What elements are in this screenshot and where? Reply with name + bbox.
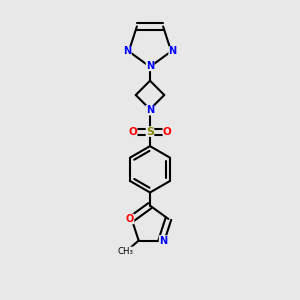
Text: O: O <box>128 127 137 136</box>
Text: O: O <box>163 127 172 136</box>
Text: N: N <box>146 105 154 115</box>
Text: N: N <box>159 236 167 245</box>
Text: CH₃: CH₃ <box>118 247 134 256</box>
Text: N: N <box>146 61 154 71</box>
Text: N: N <box>169 46 177 56</box>
Text: S: S <box>146 127 154 136</box>
Text: O: O <box>126 214 134 224</box>
Text: N: N <box>123 46 131 56</box>
